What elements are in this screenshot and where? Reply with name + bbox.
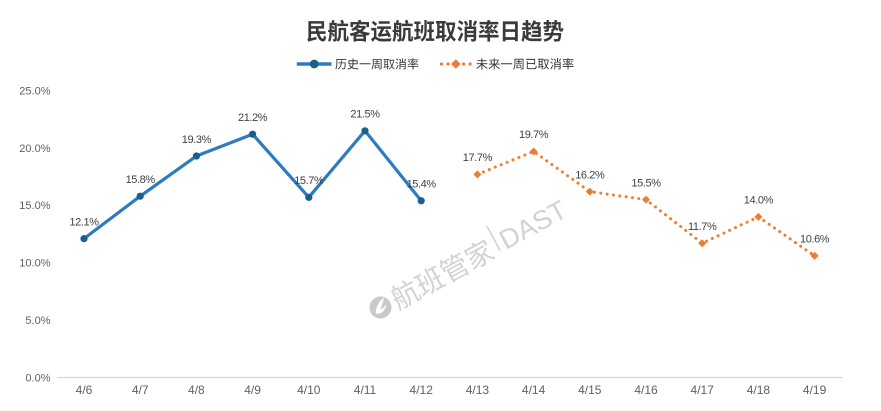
svg-text:4/18: 4/18 [747, 383, 771, 397]
svg-text:21.2%: 21.2% [238, 112, 268, 124]
svg-text:4/12: 4/12 [410, 383, 434, 397]
svg-text:10.6%: 10.6% [800, 234, 830, 246]
svg-text:16.2%: 16.2% [575, 169, 605, 181]
svg-text:4/7: 4/7 [132, 383, 149, 397]
svg-text:19.7%: 19.7% [519, 129, 549, 141]
svg-text:17.7%: 17.7% [463, 152, 493, 164]
svg-text:4/8: 4/8 [188, 383, 205, 397]
svg-text:20.0%: 20.0% [19, 143, 50, 155]
svg-text:4/17: 4/17 [691, 383, 715, 397]
svg-text:15.7%: 15.7% [294, 175, 324, 187]
svg-text:4/15: 4/15 [578, 383, 602, 397]
svg-text:15.4%: 15.4% [407, 179, 437, 191]
svg-text:15.8%: 15.8% [126, 174, 156, 186]
svg-text:0.0%: 0.0% [25, 372, 50, 384]
svg-text:14.0%: 14.0% [744, 195, 774, 207]
svg-text:25.0%: 25.0% [19, 85, 50, 97]
svg-text:4/14: 4/14 [522, 383, 546, 397]
svg-text:15.5%: 15.5% [631, 177, 661, 189]
svg-text:21.5%: 21.5% [350, 109, 380, 121]
svg-text:4/9: 4/9 [244, 383, 261, 397]
svg-text:4/10: 4/10 [297, 383, 321, 397]
svg-text:11.7%: 11.7% [688, 221, 717, 233]
svg-text:19.3%: 19.3% [182, 134, 212, 146]
svg-text:12.1%: 12.1% [69, 216, 99, 228]
svg-text:4/11: 4/11 [354, 383, 377, 397]
svg-text:5.0%: 5.0% [25, 315, 50, 327]
svg-text:10.0%: 10.0% [19, 258, 50, 270]
svg-text:15.0%: 15.0% [19, 200, 50, 212]
svg-text:4/6: 4/6 [76, 383, 93, 397]
svg-text:4/13: 4/13 [466, 383, 490, 397]
svg-text:4/16: 4/16 [634, 383, 658, 397]
svg-text:4/19: 4/19 [803, 383, 827, 397]
